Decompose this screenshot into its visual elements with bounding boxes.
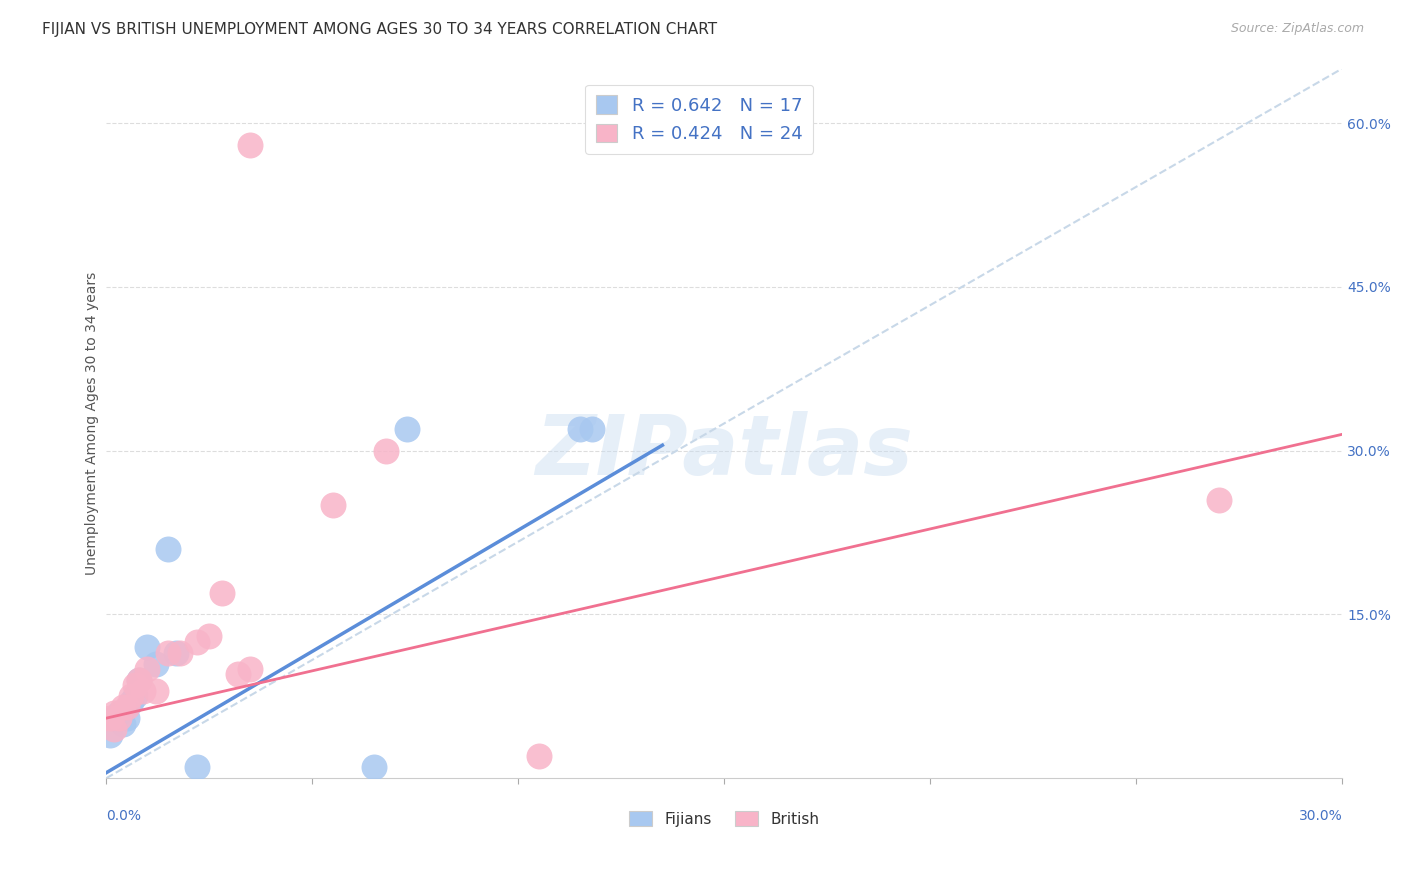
Point <box>145 657 167 671</box>
Point <box>156 541 179 556</box>
Point <box>124 690 146 704</box>
Point <box>198 629 221 643</box>
Point <box>136 640 159 655</box>
Point <box>363 760 385 774</box>
Point <box>395 422 418 436</box>
Point <box>226 667 249 681</box>
Text: ZIPatlas: ZIPatlas <box>536 411 912 492</box>
Point <box>128 673 150 687</box>
Point <box>107 711 129 725</box>
Point <box>169 646 191 660</box>
Point <box>128 673 150 687</box>
Point <box>111 700 134 714</box>
Point <box>569 422 592 436</box>
Point <box>239 662 262 676</box>
Point <box>111 716 134 731</box>
Point <box>527 749 550 764</box>
Point <box>103 706 125 720</box>
Point <box>107 706 129 720</box>
Point <box>581 422 603 436</box>
Point <box>186 760 208 774</box>
Text: Source: ZipAtlas.com: Source: ZipAtlas.com <box>1230 22 1364 36</box>
Point <box>211 585 233 599</box>
Y-axis label: Unemployment Among Ages 30 to 34 years: Unemployment Among Ages 30 to 34 years <box>86 272 100 575</box>
Point <box>98 711 121 725</box>
Point <box>165 646 187 660</box>
Point <box>156 646 179 660</box>
Point <box>132 684 155 698</box>
Point <box>124 678 146 692</box>
Point <box>322 498 344 512</box>
Point <box>98 727 121 741</box>
Point <box>145 684 167 698</box>
Point <box>120 690 142 704</box>
Point <box>103 711 125 725</box>
Point <box>103 722 125 736</box>
Text: 0.0%: 0.0% <box>107 809 141 822</box>
Point <box>186 634 208 648</box>
Text: 30.0%: 30.0% <box>1299 809 1343 822</box>
Point <box>239 137 262 152</box>
Point <box>375 443 398 458</box>
Point <box>1208 492 1230 507</box>
Point <box>136 662 159 676</box>
Text: FIJIAN VS BRITISH UNEMPLOYMENT AMONG AGES 30 TO 34 YEARS CORRELATION CHART: FIJIAN VS BRITISH UNEMPLOYMENT AMONG AGE… <box>42 22 717 37</box>
Point <box>115 700 138 714</box>
Point <box>120 695 142 709</box>
Point <box>115 711 138 725</box>
Legend: Fijians, British: Fijians, British <box>621 803 827 834</box>
